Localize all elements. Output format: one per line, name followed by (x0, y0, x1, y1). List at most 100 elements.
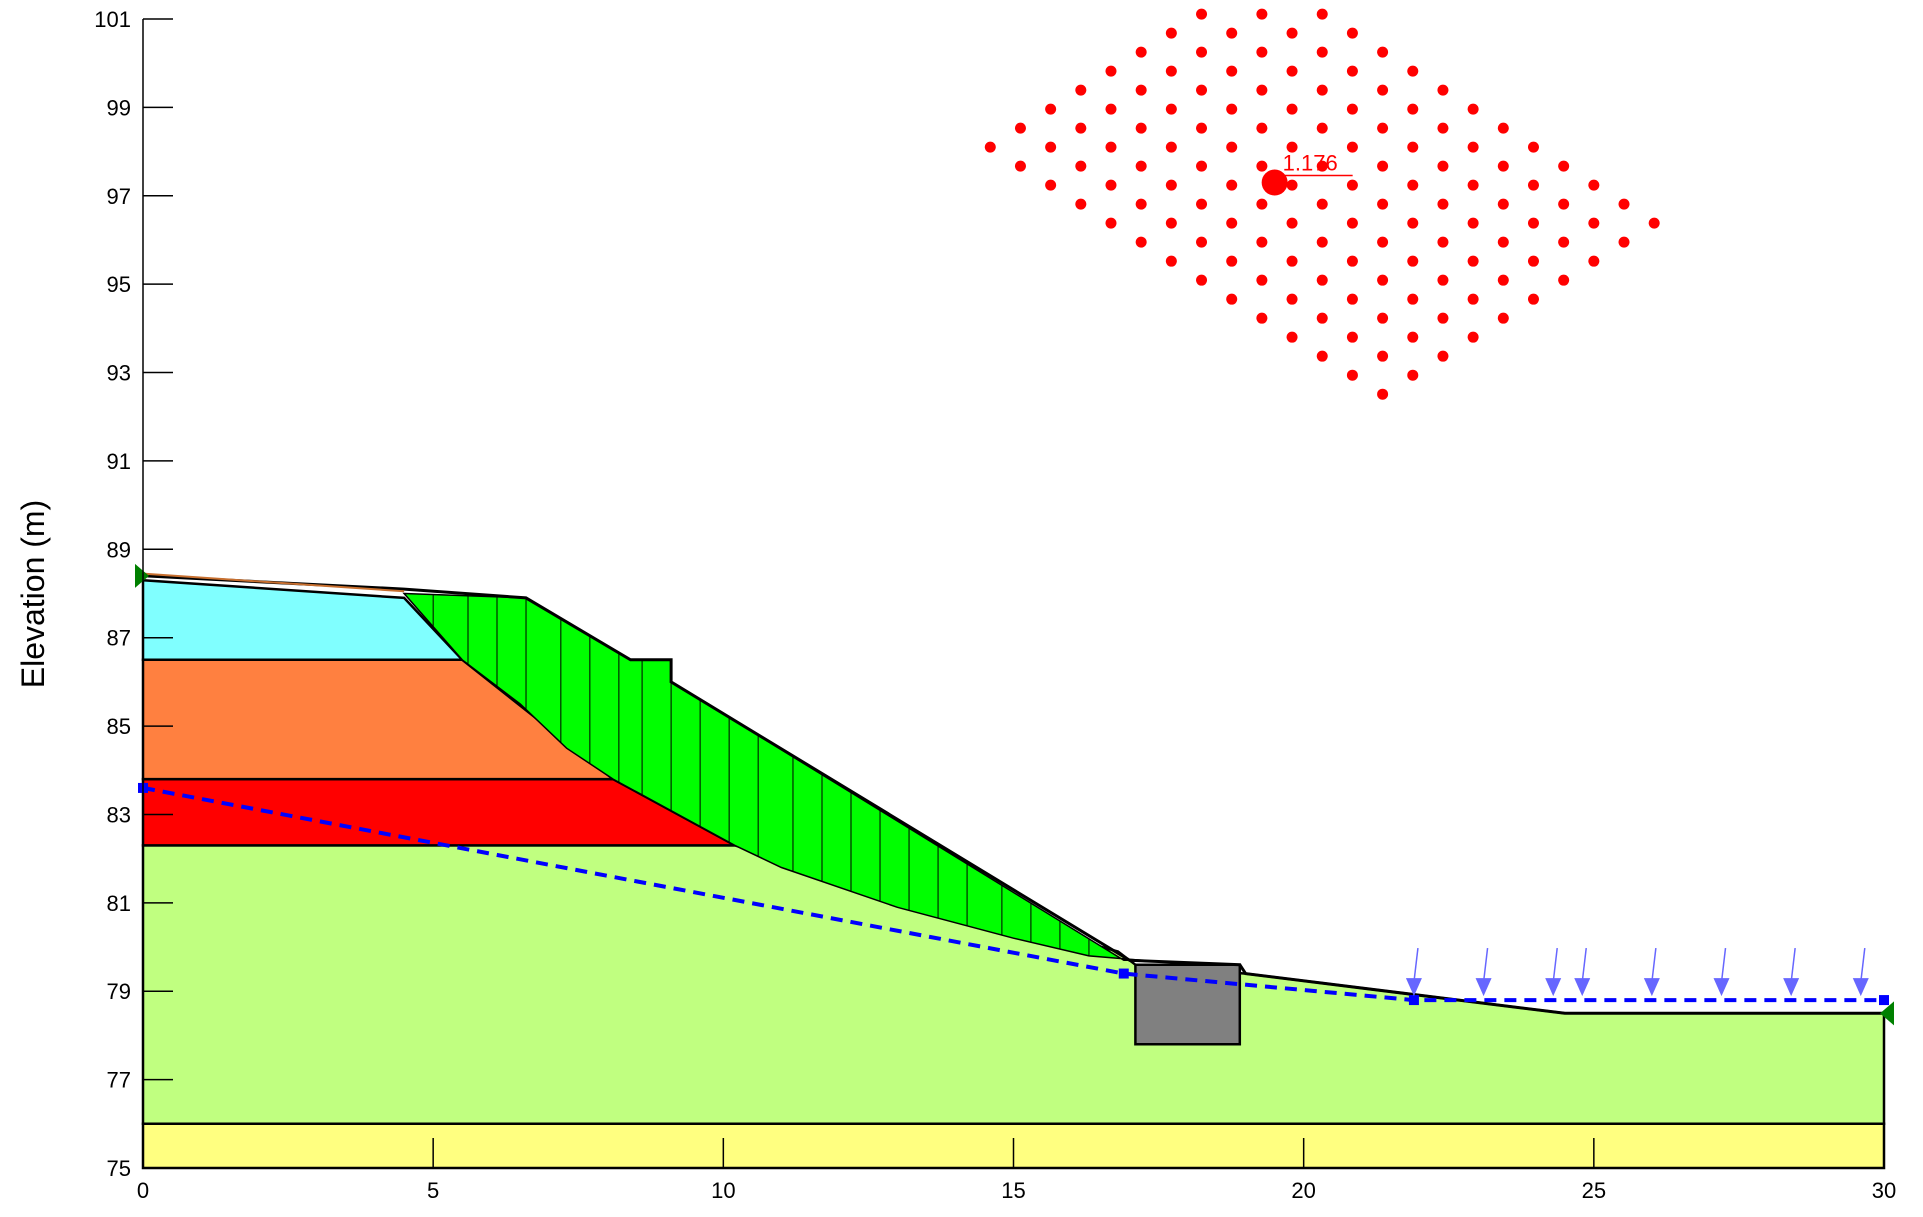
grid-center-point (1165, 103, 1177, 115)
grid-center-point (1105, 141, 1117, 153)
grid-center-point (1286, 65, 1298, 77)
grid-center-point (1346, 65, 1358, 77)
grid-center-point (1346, 27, 1358, 39)
grid-center-point (1256, 312, 1268, 324)
x-tick-label: 15 (1001, 1178, 1025, 1203)
y-tick-label: 85 (107, 714, 131, 739)
grid-center-point (1316, 198, 1328, 210)
grid-center-point (1105, 179, 1117, 191)
y-tick-label: 93 (107, 361, 131, 386)
distributed-load-arrows (1405, 947, 1869, 997)
y-axis-title: Elevation (m) (15, 500, 51, 689)
grid-center-point (1437, 122, 1449, 134)
load-arrow-5 (1643, 947, 1660, 997)
y-tick-label: 75 (107, 1156, 131, 1181)
load-arrow-head (1783, 978, 1800, 997)
load-arrow-7 (1783, 947, 1800, 997)
grid-center-point (1135, 84, 1147, 96)
grid-center-point (1377, 84, 1389, 96)
grid-center-point (1316, 236, 1328, 248)
grid-center-point (1045, 103, 1057, 115)
grid-center-point (1588, 255, 1600, 267)
grid-center-point (1467, 179, 1479, 191)
load-arrow-shaft (1860, 947, 1866, 983)
grid-center-point (1105, 217, 1117, 229)
grid-center-point (1437, 84, 1449, 96)
grid-center-point (1618, 198, 1630, 210)
grid-center-point (1407, 141, 1419, 153)
grid-center-point (1256, 84, 1268, 96)
grid-center-point (1256, 46, 1268, 58)
grid-center-point (1346, 255, 1358, 267)
grid-center-point (1467, 255, 1479, 267)
load-arrow-shaft (1651, 947, 1657, 983)
grid-center-point (1467, 217, 1479, 229)
grid-center-point (1377, 198, 1389, 210)
grid-center-point (1437, 236, 1449, 248)
y-tick-label: 83 (107, 802, 131, 827)
grid-center-point (1316, 350, 1328, 362)
grid-center-point (1377, 312, 1389, 324)
grid-center-point (1497, 122, 1509, 134)
grid-center-point (1165, 255, 1177, 267)
grid-center-point (1497, 312, 1509, 324)
grid-center-point (1618, 236, 1630, 248)
load-arrow-2 (1475, 947, 1492, 997)
grid-center-point (1377, 46, 1389, 58)
grid-center-point (1377, 274, 1389, 286)
top-thin-layer-line (142, 572, 405, 593)
grid-center-point (1407, 103, 1419, 115)
grid-center-point (1407, 293, 1419, 305)
ground-surface-polyline (142, 574, 1884, 1015)
grid-center-point (1316, 8, 1328, 20)
grid-center-point (1377, 388, 1389, 400)
grid-center-point (1196, 160, 1208, 172)
grid-center-point (1286, 255, 1298, 267)
grid-center-point (1165, 217, 1177, 229)
load-arrow-8 (1852, 947, 1869, 997)
grid-center-point (1527, 141, 1539, 153)
grid-center-point (1286, 331, 1298, 343)
x-tick-label: 10 (711, 1178, 735, 1203)
y-tick-label: 79 (107, 979, 131, 1004)
y-tick-label: 81 (107, 891, 131, 916)
load-arrow-head (1574, 978, 1591, 997)
grid-center-point (1558, 160, 1570, 172)
grid-center-point (1256, 198, 1268, 210)
grid-center-point (1346, 179, 1358, 191)
grid-center-point (1346, 331, 1358, 343)
slip-center-grid (984, 8, 1660, 400)
grid-center-point (1256, 236, 1268, 248)
grid-center-point (1467, 331, 1479, 343)
load-arrow-head (1545, 978, 1562, 997)
grid-center-point (1135, 198, 1147, 210)
grid-center-point (1165, 141, 1177, 153)
grid-center-point (1226, 217, 1238, 229)
load-arrow-shaft (1790, 947, 1796, 983)
x-tick-label: 5 (427, 1178, 439, 1203)
grid-center-point (1467, 293, 1479, 305)
grid-center-point (1226, 103, 1238, 115)
grid-center-point (1045, 141, 1057, 153)
load-arrow-1 (1405, 947, 1422, 997)
grid-center-point (1135, 160, 1147, 172)
grid-center-point (1316, 274, 1328, 286)
grid-center-point (1196, 236, 1208, 248)
grid-center-point (1588, 179, 1600, 191)
grid-center-point (1256, 160, 1268, 172)
grid-center-point (1437, 274, 1449, 286)
grid-center-point (1437, 160, 1449, 172)
load-arrow-shaft (1552, 947, 1558, 983)
grid-center-point (1316, 46, 1328, 58)
grid-center-point (1437, 198, 1449, 210)
y-tick-label: 101 (94, 7, 131, 32)
grid-center-point (984, 141, 996, 153)
x-axis-ticks: 0 5 10 15 20 25 30 (137, 1138, 1896, 1203)
grid-center-point (1286, 103, 1298, 115)
grid-center-point (1497, 160, 1509, 172)
grid-center-point (1558, 274, 1570, 286)
grid-center-point (1075, 122, 1087, 134)
grid-center-point (1226, 65, 1238, 77)
grid-center-point (1196, 274, 1208, 286)
water-table-line (142, 785, 1884, 1003)
